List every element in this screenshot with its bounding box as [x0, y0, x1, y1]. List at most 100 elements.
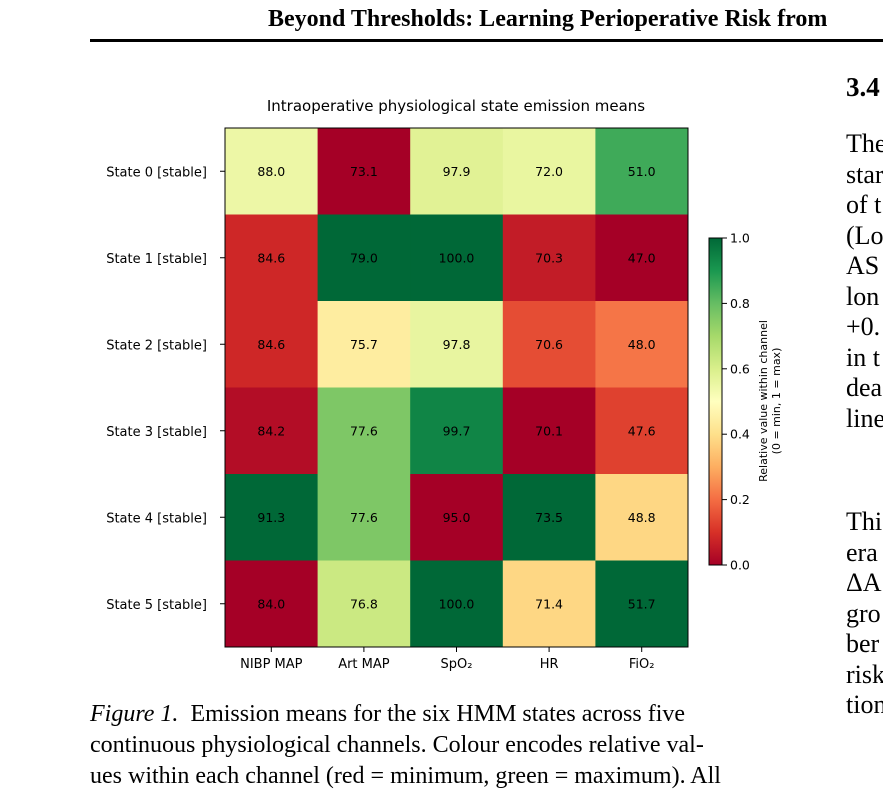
- heatmap-cell: [410, 214, 504, 302]
- cell-value-label: 97.9: [443, 164, 471, 179]
- right-column-paragraph2-line: era: [846, 537, 878, 567]
- heatmap-cells: [225, 128, 689, 648]
- heatmap-cell: [410, 128, 504, 215]
- column-tick-label: HR: [540, 657, 559, 672]
- column-tick-label: FiO₂: [629, 657, 655, 672]
- cell-value-label: 48.8: [628, 510, 656, 525]
- colorbar-tick-label: 0.6: [730, 361, 750, 376]
- colorbar-label-line2: (0 = min, 1 = max): [770, 348, 783, 455]
- cell-value-label: 76.8: [350, 596, 378, 611]
- heatmap-cell: [317, 128, 411, 215]
- plot-frame: [224, 127, 689, 648]
- row-tick-label: State 5 [stable]: [106, 598, 207, 613]
- row-tick-label: State 2 [stable]: [106, 338, 207, 353]
- cell-value-label: 84.6: [257, 337, 285, 352]
- heatmap-cell: [317, 301, 411, 388]
- right-column-paragraph1-line: star: [846, 159, 883, 189]
- header-rule: [90, 39, 883, 42]
- cell-value-label: 70.1: [535, 423, 563, 438]
- heatmap-cell: [225, 301, 318, 388]
- column-tick-label: Art MAP: [338, 657, 390, 672]
- right-column-paragraph1-line: lon: [846, 281, 880, 311]
- heatmap-figure: Intraoperative physiological state emiss…: [106, 97, 783, 672]
- right-column-paragraph1-line: of t: [846, 190, 882, 219]
- heatmap-cell: [225, 128, 318, 215]
- heatmap-cell: [410, 474, 504, 561]
- cell-value-label: 71.4: [535, 596, 563, 611]
- cell-value-label: 95.0: [443, 510, 471, 525]
- cell-value-label: 97.8: [443, 337, 471, 352]
- heatmap-cell: [225, 560, 318, 648]
- right-column-paragraph1-line: line: [846, 403, 883, 433]
- cell-value-label: 72.0: [535, 164, 563, 179]
- cell-value-label: 47.6: [628, 423, 656, 438]
- colorbar-ticks: 0.0 0.2 0.4 0.6 0.8 1.0: [722, 231, 750, 573]
- heatmap-cell: [502, 301, 596, 388]
- heatmap-cell: [502, 214, 596, 302]
- cell-value-label: 91.3: [257, 510, 285, 525]
- row-tick-label: State 4 [stable]: [106, 511, 207, 526]
- caption-line-2: continuous physiological channels. Colou…: [90, 732, 704, 758]
- colorbar-tick-label: 0.8: [730, 296, 750, 311]
- cell-value-label: 88.0: [257, 164, 285, 179]
- heatmap-cell: [595, 128, 689, 215]
- cell-value-label: 99.7: [443, 423, 471, 438]
- cell-value-label: 84.2: [257, 423, 285, 438]
- right-column-paragraph2-line: Thi: [846, 507, 883, 536]
- cell-value-label: 100.0: [439, 250, 475, 265]
- heatmap-cell: [410, 387, 504, 475]
- cell-value-label: 51.7: [628, 596, 656, 611]
- right-column-paragraph1-line: The: [846, 129, 883, 158]
- heatmap-cell: [502, 128, 596, 215]
- heatmap-cell: [595, 387, 689, 475]
- right-column-paragraph2-line: risk: [846, 659, 883, 689]
- heatmap-cell: [502, 474, 596, 561]
- cell-value-label: 100.0: [439, 596, 475, 611]
- heatmap-cell: [225, 474, 318, 561]
- cell-value-label: 48.0: [628, 337, 656, 352]
- cell-value-label: 84.0: [257, 596, 285, 611]
- right-column-paragraph2-line: tion: [846, 690, 883, 719]
- right-column-paragraph1-line: AS: [846, 251, 880, 280]
- column-tick-label: SpO₂: [441, 657, 473, 672]
- row-tick-label: State 3 [stable]: [106, 425, 207, 440]
- cell-value-label: 77.6: [350, 510, 378, 525]
- heatmap-cell: [595, 301, 689, 388]
- heatmap-cell: [225, 387, 318, 475]
- heatmap-value-labels: 88.0 73.1 97.9 72.0 51.0 84.6 79.0 100.0 70.3 47.…: [257, 164, 655, 612]
- heatmap-cell: [317, 560, 411, 648]
- heatmap-cell: [225, 214, 318, 302]
- right-column-paragraph1-line: +0.: [846, 312, 881, 341]
- column-tick-label: NIBP MAP: [240, 657, 303, 672]
- colorbar-tick-label: 0.0: [730, 558, 750, 573]
- cell-value-label: 73.1: [350, 164, 378, 179]
- heatmap-cell: [317, 214, 411, 302]
- right-column-paragraph2-line: ΔA: [846, 568, 882, 597]
- column-tick-labels: NIBP MAP Art MAP SpO₂ HR FiO₂: [240, 647, 654, 672]
- colorbar: [708, 237, 723, 566]
- row-tick-label: State 1 [stable]: [106, 252, 207, 267]
- heatmap-cell: [595, 214, 689, 302]
- heatmap-cell: [317, 387, 411, 475]
- heatmap-cell: [595, 474, 689, 561]
- running-header: Beyond Thresholds: Learning Perioperativ…: [268, 6, 828, 32]
- heatmap-cell: [317, 474, 411, 561]
- right-column-paragraph2-line: gro: [846, 598, 881, 628]
- heatmap-cell: [502, 560, 596, 648]
- cell-value-label: 75.7: [350, 337, 378, 352]
- cell-value-label: 51.0: [628, 164, 656, 179]
- cell-value-label: 47.0: [628, 250, 656, 265]
- cell-value-label: 73.5: [535, 510, 563, 525]
- heatmap-cell: [410, 560, 504, 648]
- cell-value-label: 84.6: [257, 250, 285, 265]
- heatmap-cell: [502, 387, 596, 475]
- cell-value-label: 77.6: [350, 423, 378, 438]
- section-number: 3.4: [846, 72, 880, 102]
- cell-value-label: 79.0: [350, 250, 378, 265]
- caption-line-1: Figure 1. Emission means for the six HMM…: [90, 699, 793, 730]
- caption-figure-label: Figure 1.: [90, 701, 179, 727]
- heatmap-cell: [595, 560, 689, 648]
- right-column-paragraph1-line: in t: [846, 342, 880, 372]
- colorbar-tick-label: 0.4: [730, 427, 750, 442]
- row-tick-label: State 0 [stable]: [106, 165, 207, 180]
